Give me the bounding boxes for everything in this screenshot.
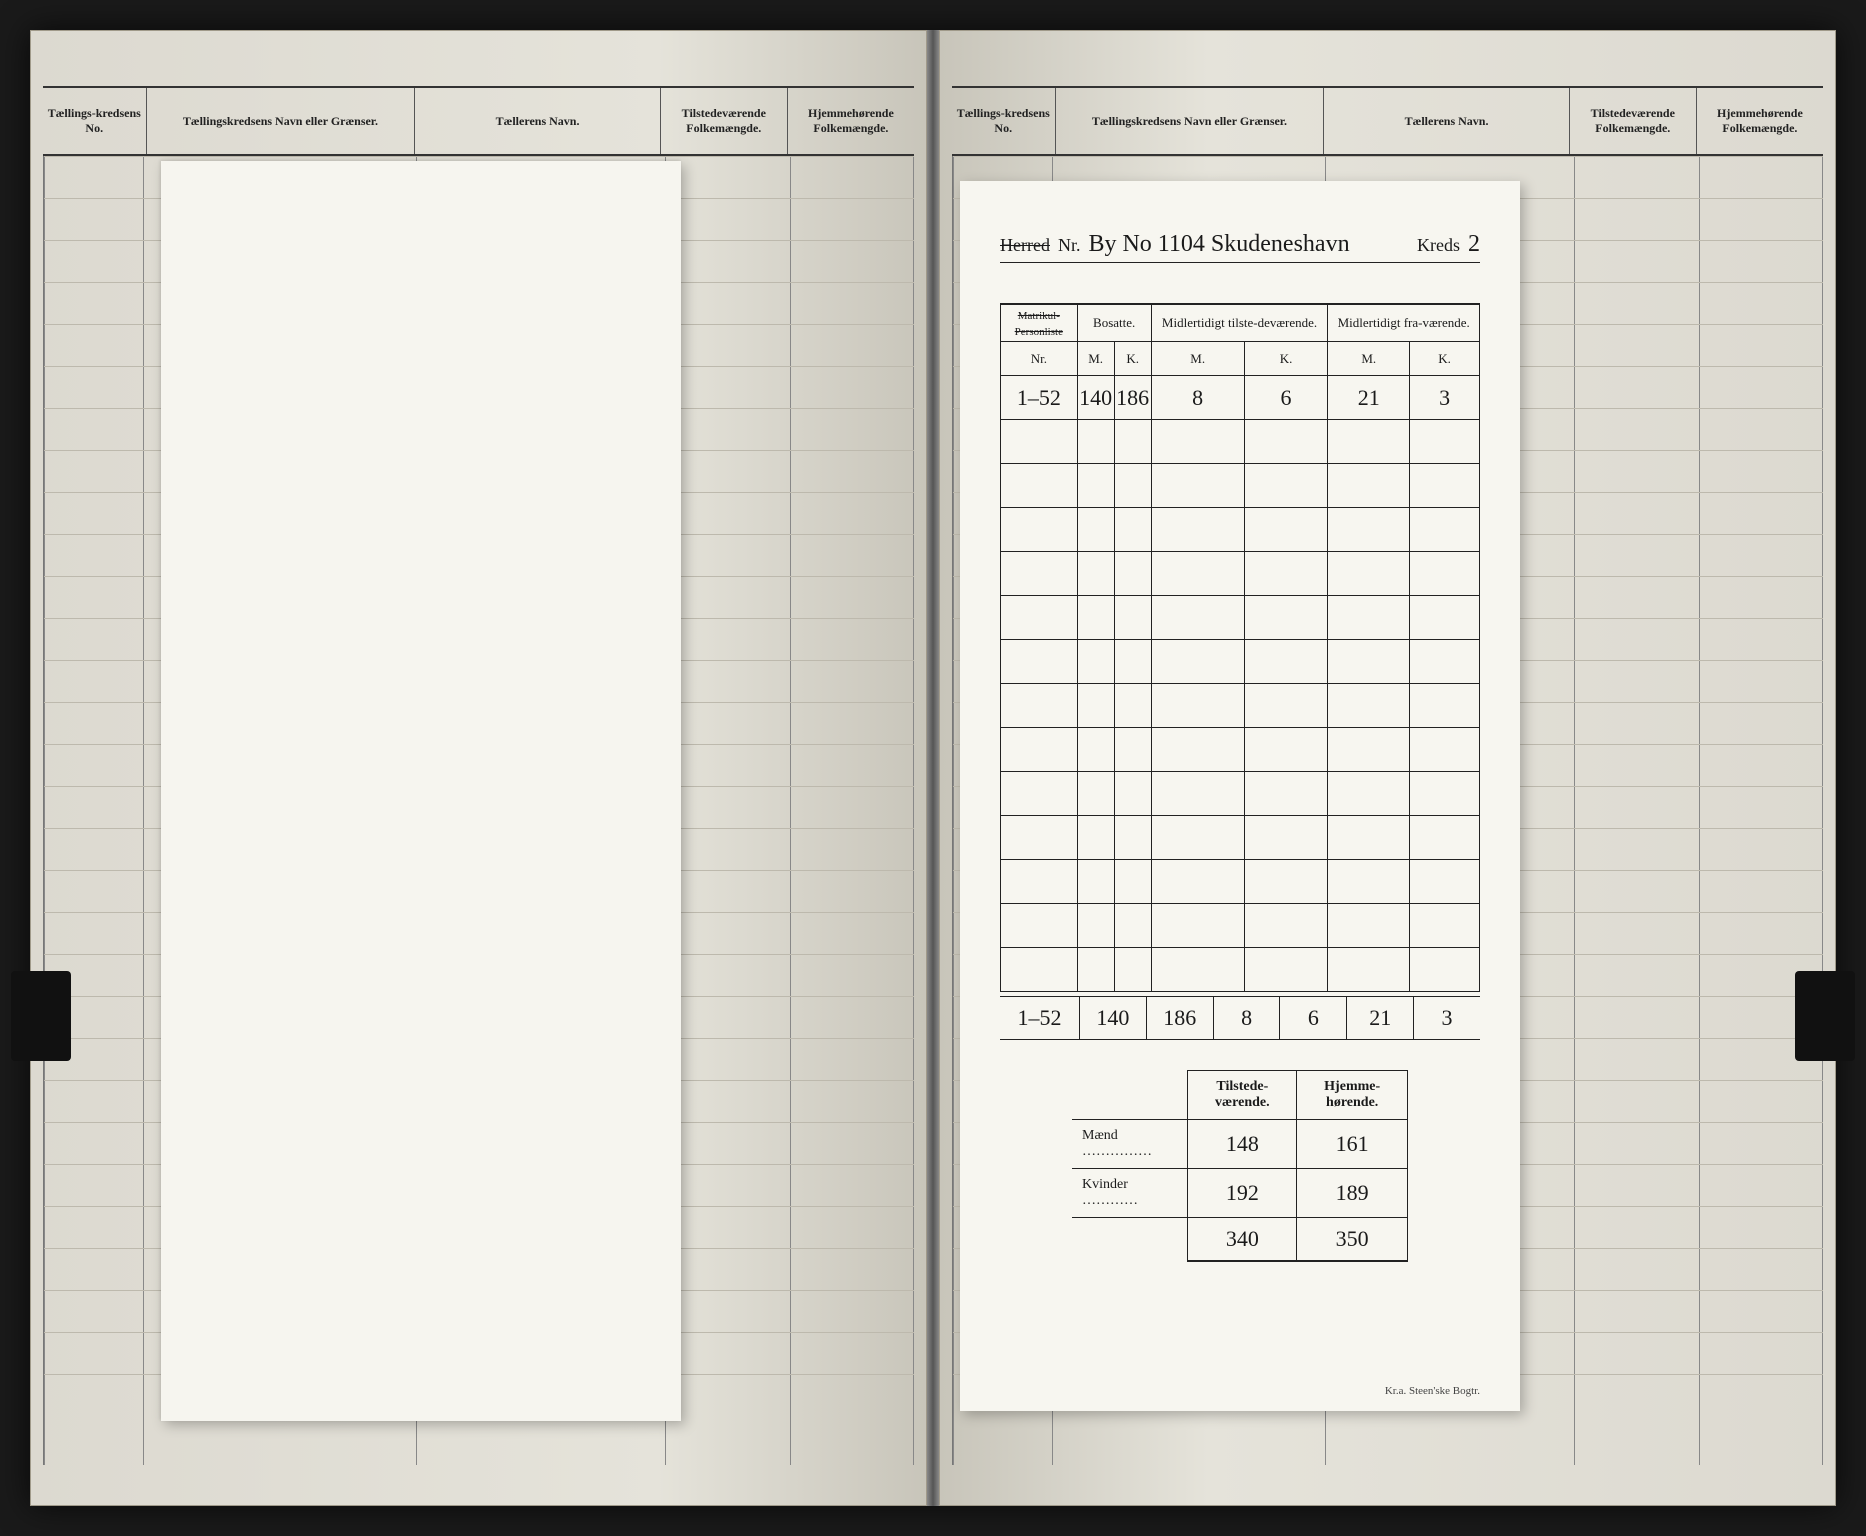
total-bosatte-m: 140 xyxy=(1080,997,1147,1039)
sum-th-hjemme: Hjemme-hørende. xyxy=(1297,1071,1408,1120)
kvinder-label: Kvinder xyxy=(1082,1177,1128,1192)
sum-tilst: 340 xyxy=(1188,1218,1297,1262)
total-tilst-k: 6 xyxy=(1280,997,1347,1039)
cell-nr: 1–52 xyxy=(1001,376,1078,420)
table-row xyxy=(1001,640,1480,684)
th-bosatte-m: M. xyxy=(1077,342,1114,376)
register-header-left: Tællings-kredsens No. Tællingskredsens N… xyxy=(43,86,914,156)
printer-imprint: Kr.a. Steen'ske Bogtr. xyxy=(1385,1385,1480,1397)
table-row xyxy=(1001,904,1480,948)
summary-row-maend: Mænd …………… 148 161 xyxy=(1072,1120,1408,1169)
reg-col-hjemme: Hjemmehørende Folkemængde. xyxy=(788,88,914,154)
sum-th-tilst: Tilstede-værende. xyxy=(1188,1071,1297,1120)
totals-row: 1–52 140 186 8 6 21 3 xyxy=(1000,996,1480,1040)
table-row xyxy=(1001,420,1480,464)
nr-label: Nr. xyxy=(1058,235,1081,256)
maend-tilst: 148 xyxy=(1188,1120,1297,1169)
reg-col-hjemme: Hjemmehørende Folkemængde. xyxy=(1697,88,1823,154)
binder-clip-left xyxy=(11,971,71,1061)
blank-overlay-sheet xyxy=(161,161,681,1421)
census-form-sheet: Herred Nr. By No 1104 Skudeneshavn Kreds… xyxy=(960,181,1520,1411)
summary-table: Tilstede-værende. Hjemme-hørende. Mænd …… xyxy=(1072,1070,1408,1262)
binder-clip-right xyxy=(1795,971,1855,1061)
table-row xyxy=(1001,860,1480,904)
kvinder-hjemme: 189 xyxy=(1297,1169,1408,1218)
open-ledger-book: Tællings-kredsens No. Tællingskredsens N… xyxy=(30,30,1836,1506)
sum-hjemme: 350 xyxy=(1297,1218,1408,1262)
reg-col-taeller: Tællerens Navn. xyxy=(1324,88,1569,154)
reg-col-taeller: Tællerens Navn. xyxy=(415,88,660,154)
table-row xyxy=(1001,508,1480,552)
reg-col-tilst: Tilstedeværende Folkemængde. xyxy=(1570,88,1697,154)
th-tilst-k: K. xyxy=(1244,342,1328,376)
total-tilst-m: 8 xyxy=(1214,997,1281,1039)
summary-row-total: 340 350 xyxy=(1072,1218,1408,1262)
table-row: 1–52 140 186 8 6 21 3 xyxy=(1001,376,1480,420)
table-row xyxy=(1001,464,1480,508)
book-spine xyxy=(927,30,939,1506)
th-mid-tilst: Midlertidigt tilste-deværende. xyxy=(1151,304,1328,342)
census-main-table: Matrikul- Personliste Bosatte. Midlertid… xyxy=(1000,303,1480,992)
cell-bosatte-m: 140 xyxy=(1077,376,1114,420)
table-row xyxy=(1001,728,1480,772)
reg-col-tilst: Tilstedeværende Folkemængde. xyxy=(661,88,788,154)
left-page: Tællings-kredsens No. Tællingskredsens N… xyxy=(30,30,927,1506)
reg-col-name: Tællingskredsens Navn eller Grænser. xyxy=(1056,88,1325,154)
maend-label: Mænd xyxy=(1082,1128,1118,1143)
reg-col-no: Tællings-kredsens No. xyxy=(952,88,1056,154)
th-tilst-m: M. xyxy=(1151,342,1244,376)
maend-hjemme: 161 xyxy=(1297,1120,1408,1169)
total-bosatte-k: 186 xyxy=(1147,997,1214,1039)
th-fra-k: K. xyxy=(1410,342,1480,376)
form-title-line: Herred Nr. By No 1104 Skudeneshavn Kreds… xyxy=(1000,231,1480,263)
th-bosatte: Bosatte. xyxy=(1077,304,1151,342)
table-row xyxy=(1001,552,1480,596)
cell-fra-m: 21 xyxy=(1328,376,1410,420)
th-fra-m: M. xyxy=(1328,342,1410,376)
table-row xyxy=(1001,596,1480,640)
total-fra-k: 3 xyxy=(1414,997,1480,1039)
col1-sub-struck: Personliste xyxy=(1015,326,1063,338)
total-fra-m: 21 xyxy=(1347,997,1414,1039)
right-page: Tællings-kredsens No. Tællingskredsens N… xyxy=(939,30,1836,1506)
table-row xyxy=(1001,772,1480,816)
cell-tilst-m: 8 xyxy=(1151,376,1244,420)
census-table-body: 1–52 140 186 8 6 21 3 xyxy=(1001,376,1480,992)
table-row xyxy=(1001,948,1480,992)
register-header-right: Tællings-kredsens No. Tællingskredsens N… xyxy=(952,86,1823,156)
reg-col-name: Tællingskredsens Navn eller Grænser. xyxy=(147,88,416,154)
total-nr: 1–52 xyxy=(1000,997,1080,1039)
th-nr: Nr. xyxy=(1001,342,1078,376)
col1-struck: Matrikul- xyxy=(1018,310,1060,322)
cell-tilst-k: 6 xyxy=(1244,376,1328,420)
summary-row-kvinder: Kvinder ………… 192 189 xyxy=(1072,1169,1408,1218)
th-mid-fra: Midlertidigt fra-værende. xyxy=(1328,304,1480,342)
herred-label-struck: Herred xyxy=(1000,235,1050,256)
reg-col-no: Tællings-kredsens No. xyxy=(43,88,147,154)
th-bosatte-k: K. xyxy=(1114,342,1151,376)
kreds-number: 2 xyxy=(1468,231,1480,258)
cell-fra-k: 3 xyxy=(1410,376,1480,420)
cell-bosatte-k: 186 xyxy=(1114,376,1151,420)
table-row xyxy=(1001,816,1480,860)
kvinder-tilst: 192 xyxy=(1188,1169,1297,1218)
herred-value: By No 1104 Skudeneshavn xyxy=(1088,231,1349,258)
table-row xyxy=(1001,684,1480,728)
kreds-label: Kreds xyxy=(1417,235,1460,256)
